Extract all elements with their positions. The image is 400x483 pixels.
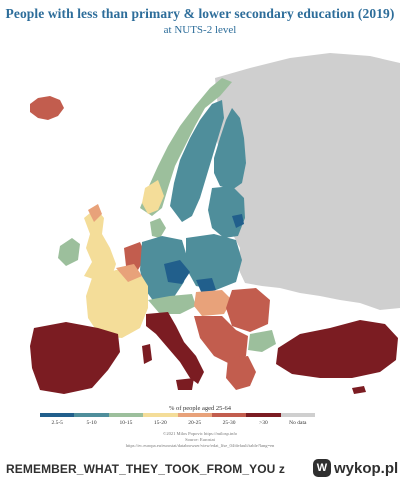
central-dark-region-2 [196,278,216,294]
ireland-region [58,238,80,266]
legend-label-10-15: 10-15 [119,420,133,426]
uk-north-region [88,204,102,222]
europe-choropleth-map [30,53,400,394]
legend-label-5-10: 5-10 [86,420,97,426]
legend-swatch-20-25 [177,413,212,417]
legend-color-bar [40,413,315,417]
italy-region [146,312,204,384]
legend-label-no-data: No data [289,420,307,426]
romania-region [226,288,270,332]
baltic-dark-region [232,214,244,228]
uk-region [84,208,116,280]
sicily-region [176,378,194,390]
germany-region [140,236,188,302]
legend-label-25-30: 25-30 [222,420,236,426]
map-figure: People with less than primary & lower se… [5,6,400,448]
russia-no-data-region [215,53,400,310]
legend-swatch-10-15 [108,413,144,417]
poland-region [186,234,242,290]
watermark-username: REMEMBER_WHAT_THEY_TOOK_FROM_YOU z [6,462,285,476]
hungary-region [194,290,232,316]
legend-label-15-20: 15-20 [153,420,167,426]
wykop-logo-text: wykop.pl [334,459,399,477]
norway-region [140,78,232,216]
map-subtitle: at NUTS-2 level [163,24,237,36]
legend-swatch-over-30 [246,413,281,417]
bulgaria-region [248,330,276,352]
turkey-region [276,320,398,378]
legend-labels: 2.5-5 5-10 10-15 15-20 20-25 25-30 >30 N… [40,420,315,426]
credit-url: https://ec.europa.eu/eurostat/databrowse… [125,443,275,448]
legend-label-over-30: >30 [259,420,268,426]
footer-bar [0,452,400,483]
baltics-region [208,186,245,238]
map-title: People with less than primary & lower se… [5,6,395,21]
sweden-region [170,100,224,222]
legend-label-20-25: 20-25 [188,420,202,426]
balkans-region [194,316,248,364]
iceland-region [30,96,64,120]
legend-swatch-25-30 [211,413,247,417]
greece-region [226,356,256,390]
legend-title: % of people aged 25-64 [168,405,232,412]
norway-south-region [142,180,164,214]
finland-region [214,108,246,190]
credit-source: Source: Eurostat [185,437,215,442]
legend-swatch-2-5-5 [40,413,75,417]
cyprus-region [352,386,366,394]
legend-label-2-5-5: 2.5-5 [51,420,63,426]
iberia-region [30,322,120,394]
central-dark-region [164,260,190,284]
legend-swatch-no-data [280,413,315,417]
wykop-logo-icon: W [313,459,331,477]
legend-swatch-5-10 [74,413,109,417]
france-north-region [116,264,142,282]
alpine-region [148,294,196,314]
wykop-logo: W wykop.pl [313,459,398,477]
legend-swatch-15-20 [143,413,178,417]
credit-author: ©2021 Milos Popovic https://milosp.info [162,431,238,436]
france-region [86,270,148,338]
sardinia-region [142,344,152,364]
denmark-region [150,218,166,238]
